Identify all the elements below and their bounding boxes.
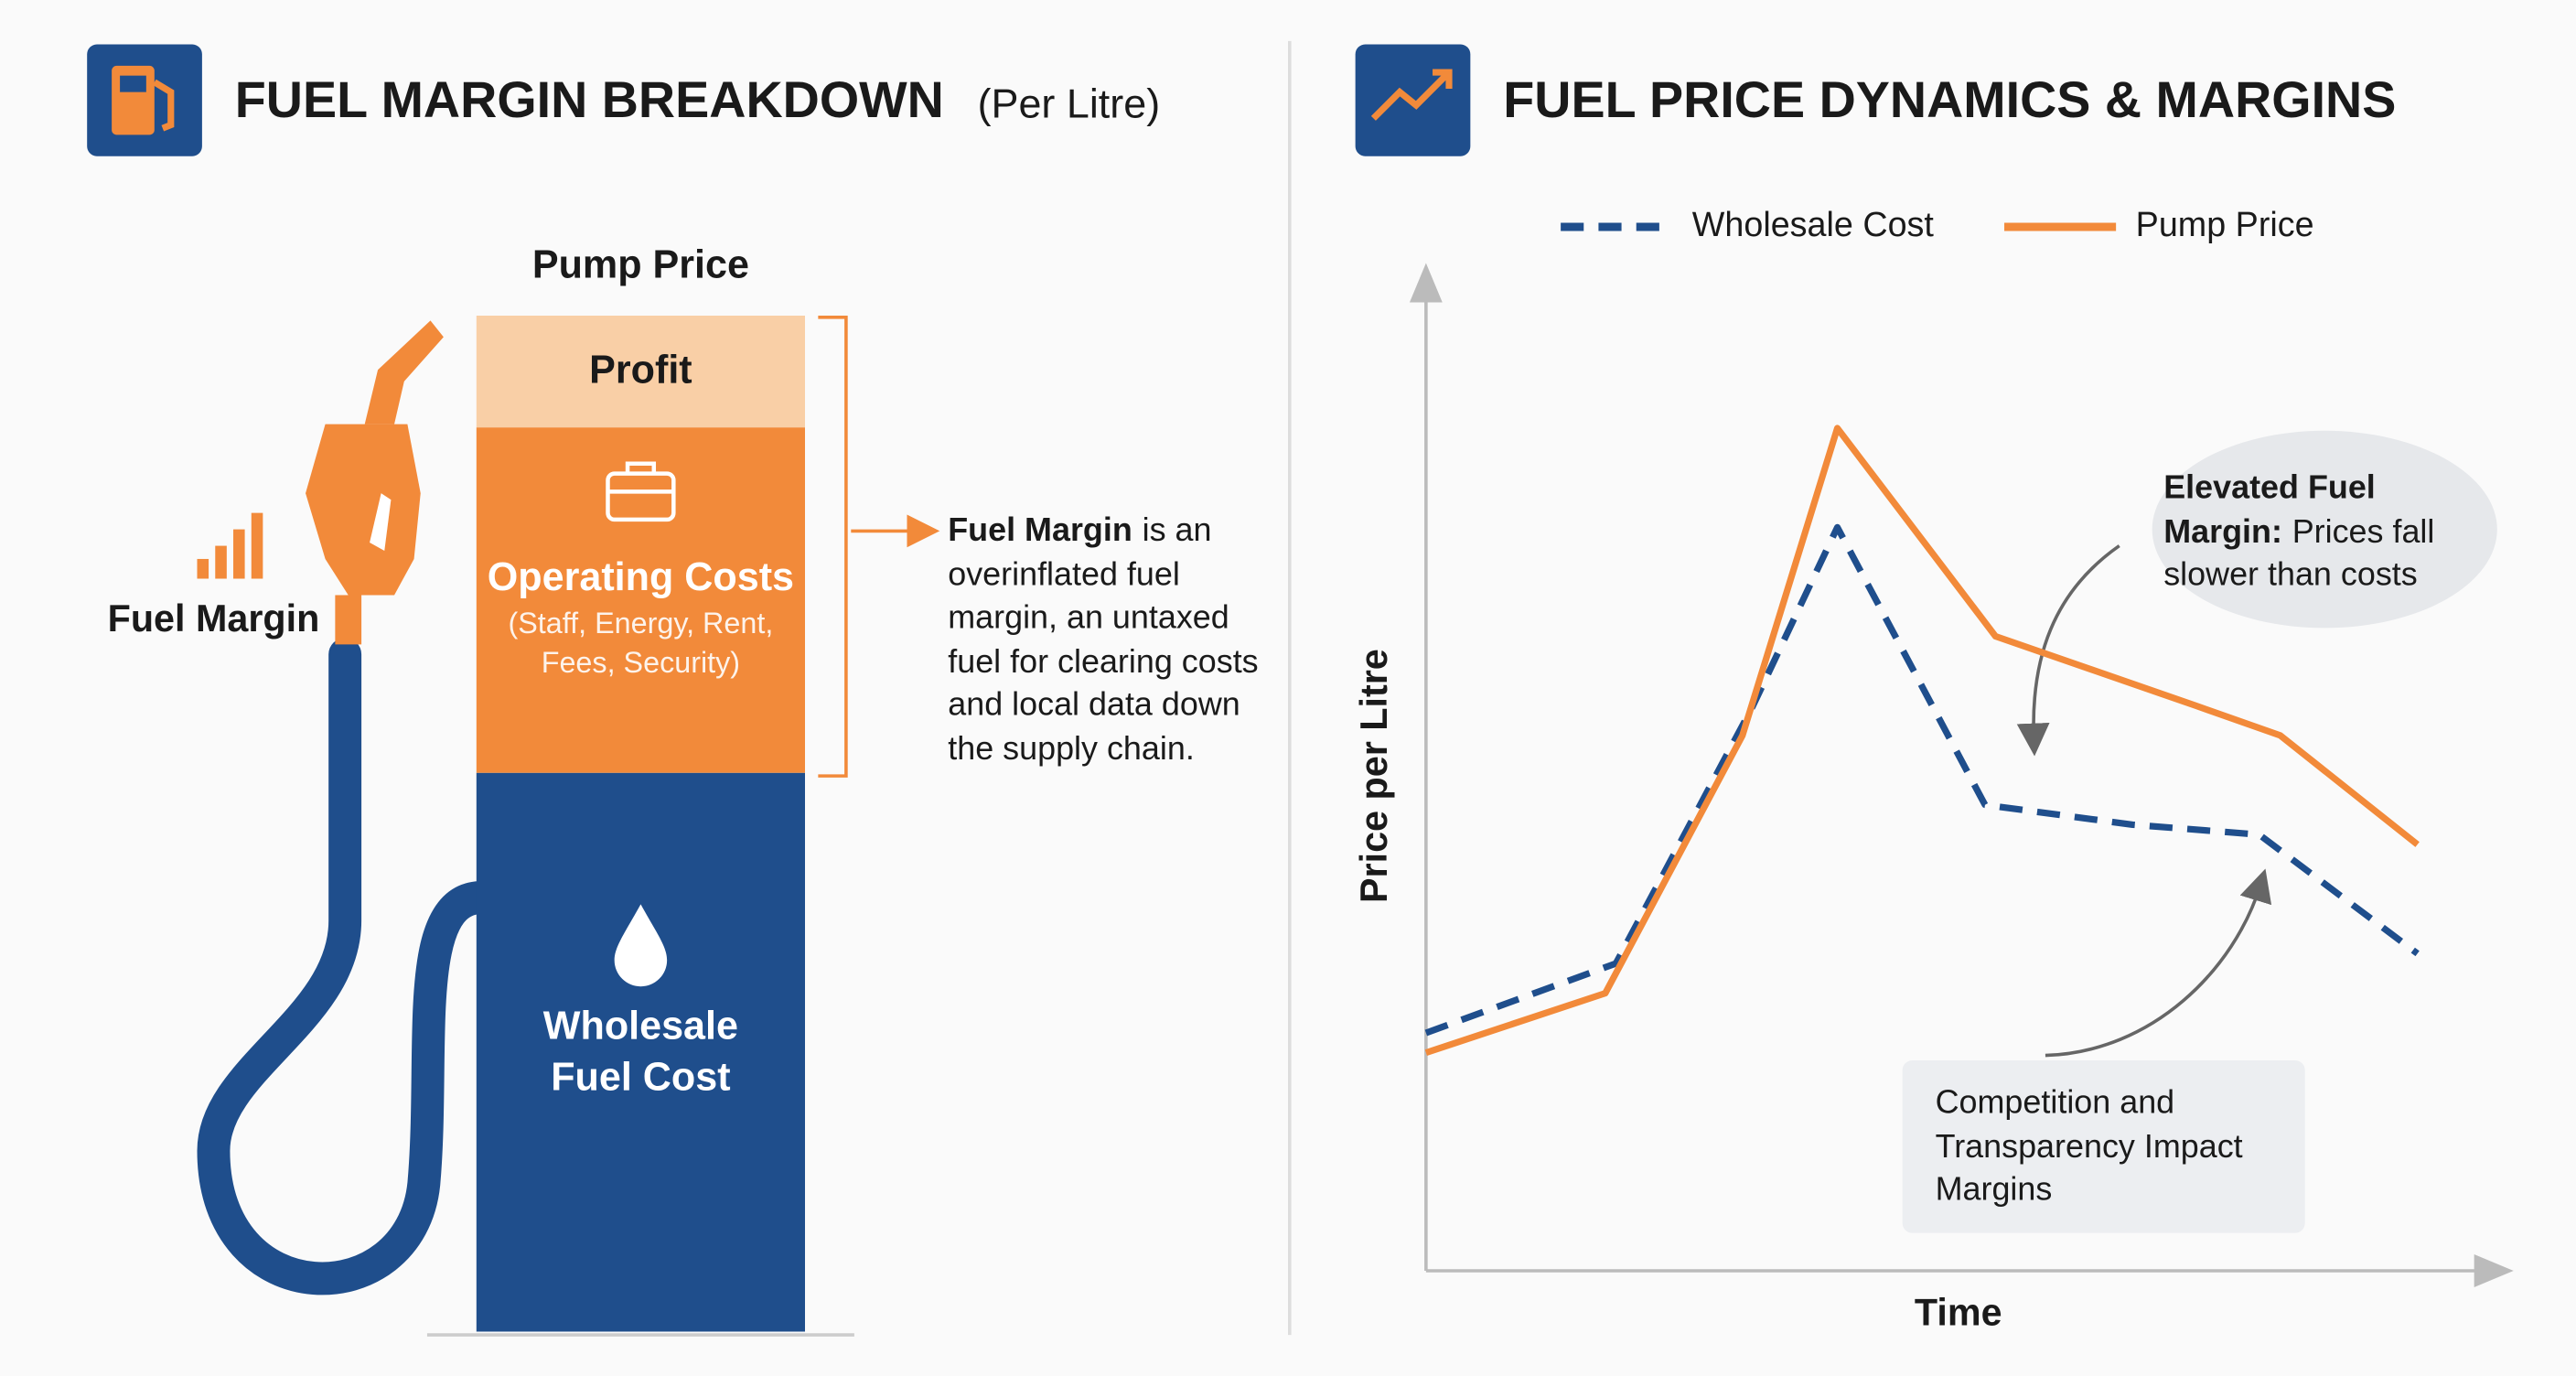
bar-segment xyxy=(476,316,806,428)
bar-segment xyxy=(476,427,806,773)
y-axis-label: Price per Litre xyxy=(1353,649,1395,903)
segment-name: Wholesale Fuel Cost xyxy=(542,1004,738,1101)
series-line xyxy=(1424,523,2420,1037)
annotation: Elevated Fuel Margin: Prices fall slower … xyxy=(2163,467,2475,597)
title: FUEL MARGIN BREAKDOWN xyxy=(235,71,944,128)
segment-name: Profit xyxy=(589,349,692,394)
series-line xyxy=(1424,425,2420,1057)
segment-label: Profit xyxy=(518,314,764,429)
x-axis-label: Time xyxy=(1915,1291,2002,1333)
bar-segment xyxy=(476,772,806,1332)
nozzle xyxy=(364,320,444,425)
signal-bars xyxy=(197,512,263,579)
briefcase-icon xyxy=(606,471,676,522)
droplet-icon xyxy=(614,904,668,987)
annotation-text: Prices fall slower than costs xyxy=(2163,513,2435,594)
segment-name: Operating Costs xyxy=(487,554,795,600)
bracket xyxy=(818,316,848,778)
nozzle xyxy=(306,424,421,596)
segment-detail: (Staff, Energy, Rent, Fees, Security) xyxy=(508,606,774,679)
annotation-box xyxy=(1902,1059,2305,1233)
segment-label: Operating Costs (Staff, Energy, Rent, Fee… xyxy=(485,555,797,679)
category-label: Pump Price xyxy=(531,242,749,288)
legend-label: Pump Price xyxy=(2136,205,2314,243)
note-bold: Fuel Margin xyxy=(948,512,1132,550)
pump-icon xyxy=(120,75,146,92)
briefcase-icon xyxy=(607,461,674,494)
title: FUEL PRICE DYNAMICS & MARGINS xyxy=(1503,71,2396,128)
side-label: Fuel Margin xyxy=(108,597,320,640)
nozzle xyxy=(335,595,362,645)
nozzle xyxy=(370,493,392,551)
pump-icon xyxy=(152,79,175,132)
annotation-bold: Elevated Fuel Margin: xyxy=(2163,469,2376,551)
note: Fuel Margin is an overinflated fuel margi… xyxy=(948,510,1268,771)
subtitle: (Per Litre) xyxy=(978,81,1161,127)
annotation-arrow xyxy=(2016,544,2120,757)
annotation-text: Competition and Transparency Impact Marg… xyxy=(1935,1084,2243,1209)
annotation-arrow xyxy=(2045,868,2272,1058)
trend-icon xyxy=(1370,69,1453,121)
note-text: is an overinflated fuel margin, an untax… xyxy=(948,512,1259,768)
annotation-bubble xyxy=(2152,430,2497,629)
hose xyxy=(197,638,497,1295)
legend-label: Wholesale Cost xyxy=(1692,205,1935,243)
annotation: Competition and Transparency Impact Marg… xyxy=(1936,1081,2289,1212)
segment-label: Wholesale Fuel Cost xyxy=(518,994,764,1110)
